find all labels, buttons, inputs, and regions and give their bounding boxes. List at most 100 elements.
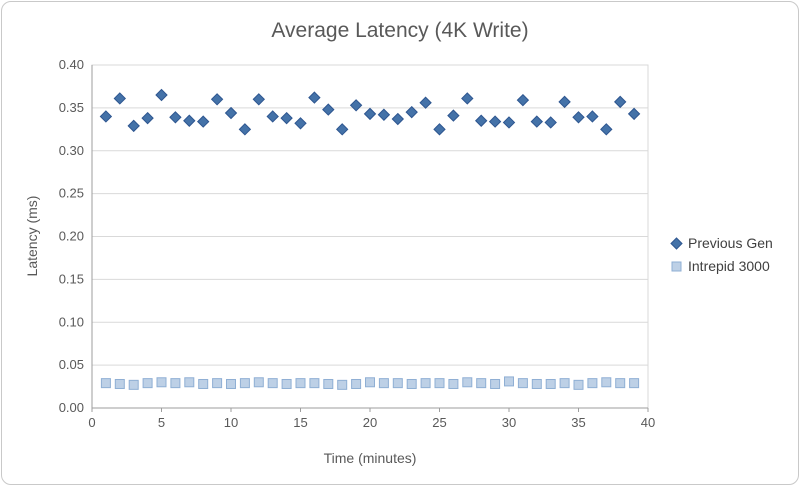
square-marker-icon — [671, 261, 682, 271]
tick-label: 25 — [432, 415, 446, 430]
data-point-diamond — [627, 107, 641, 121]
data-point-diamond — [502, 116, 516, 129]
data-point-diamond — [322, 103, 335, 116]
legend-item-previous-gen: Previous Gen — [670, 235, 773, 251]
data-point-square — [448, 378, 459, 389]
data-point-diamond — [349, 99, 363, 112]
data-point-diamond — [99, 110, 113, 123]
data-point-square — [490, 378, 501, 389]
tick-label: 0 — [88, 415, 95, 430]
data-point-diamond — [405, 105, 418, 119]
tick-label: 20 — [363, 415, 377, 430]
data-point-diamond — [516, 93, 530, 107]
data-point-diamond — [586, 110, 599, 123]
data-point-diamond — [210, 93, 224, 106]
data-point-square — [559, 378, 570, 389]
chart-title: Average Latency (4K Write) — [271, 19, 529, 42]
data-point-diamond — [113, 92, 127, 105]
data-point-diamond — [530, 115, 544, 128]
data-point-square — [114, 378, 125, 389]
diamond-marker-icon — [670, 236, 683, 250]
data-point-diamond — [558, 95, 571, 109]
diamond-marker-shape — [670, 236, 683, 250]
data-point-square — [226, 378, 236, 389]
data-point-diamond — [572, 111, 585, 124]
tick-label: 0.20 — [59, 229, 84, 244]
data-point-diamond — [433, 123, 446, 136]
legend-label: Intrepid 3000 — [688, 258, 770, 274]
tick-label: 0.15 — [59, 271, 84, 286]
data-point-square — [212, 378, 223, 389]
data-point-square — [392, 378, 403, 389]
tick-label: 30 — [502, 415, 516, 430]
tick-label: 0.00 — [59, 400, 84, 415]
data-point-square — [170, 378, 181, 389]
data-point-diamond — [377, 108, 391, 121]
tick-label: 0.40 — [59, 57, 84, 72]
data-point-square — [323, 378, 334, 389]
data-point-square — [198, 378, 209, 389]
legend: Previous Gen Intrepid 3000 — [670, 235, 773, 274]
data-point-square — [239, 378, 250, 389]
data-point-square — [517, 378, 528, 389]
data-point-square — [615, 378, 626, 389]
data-point-square — [365, 377, 375, 388]
data-point-diamond — [613, 95, 627, 109]
data-point-diamond — [224, 106, 238, 120]
data-point-diamond — [308, 91, 321, 104]
data-point-diamond — [169, 111, 182, 124]
data-point-square — [420, 378, 431, 389]
data-point-square — [378, 378, 389, 389]
data-point-square — [601, 377, 612, 388]
data-point-square — [309, 378, 320, 389]
data-point-square — [253, 377, 264, 388]
tick-label: 5 — [158, 415, 165, 430]
data-point-square — [629, 378, 640, 389]
data-point-diamond — [335, 123, 349, 136]
data-point-diamond — [155, 88, 168, 102]
x-axis-label: Time (minutes) — [323, 450, 417, 466]
data-point-square — [573, 379, 584, 390]
data-point-square — [531, 378, 542, 389]
data-point-diamond — [238, 123, 252, 136]
data-point-diamond — [391, 112, 405, 126]
data-point-diamond — [544, 116, 557, 129]
data-point-square — [434, 378, 445, 389]
data-point-diamond — [196, 115, 210, 128]
legend-label: Previous Gen — [688, 235, 773, 251]
data-point-diamond — [461, 92, 474, 105]
data-point-diamond — [183, 114, 196, 127]
data-point-diamond — [419, 96, 432, 109]
data-point-square — [156, 377, 167, 388]
data-point-square — [267, 378, 278, 389]
data-point-square — [128, 379, 139, 390]
tick-label: 35 — [571, 415, 585, 430]
data-point-diamond — [252, 93, 266, 106]
data-point-diamond — [474, 114, 488, 127]
tick-label: 0.35 — [59, 100, 84, 115]
data-point-diamond — [266, 110, 279, 123]
tick-label: 40 — [641, 415, 655, 430]
data-point-square — [142, 378, 153, 389]
tick-label: 10 — [224, 415, 238, 430]
data-point-square — [406, 378, 417, 389]
data-point-square — [462, 377, 473, 388]
tick-label: 0.30 — [59, 143, 84, 158]
data-point-square — [504, 376, 514, 387]
tick-label: 0.10 — [59, 314, 84, 329]
data-point-square — [337, 379, 348, 390]
data-point-square — [100, 378, 111, 389]
data-point-square — [281, 378, 292, 389]
tick-label: 0.05 — [59, 357, 84, 372]
data-point-square — [545, 378, 556, 389]
data-point-diamond — [294, 117, 307, 130]
data-point-square — [587, 378, 598, 389]
tick-label: 0.25 — [59, 186, 84, 201]
data-point-diamond — [363, 107, 377, 121]
data-point-diamond — [447, 109, 460, 122]
data-point-diamond — [488, 115, 502, 128]
tick-label: 15 — [293, 415, 307, 430]
data-point-square — [295, 378, 306, 389]
